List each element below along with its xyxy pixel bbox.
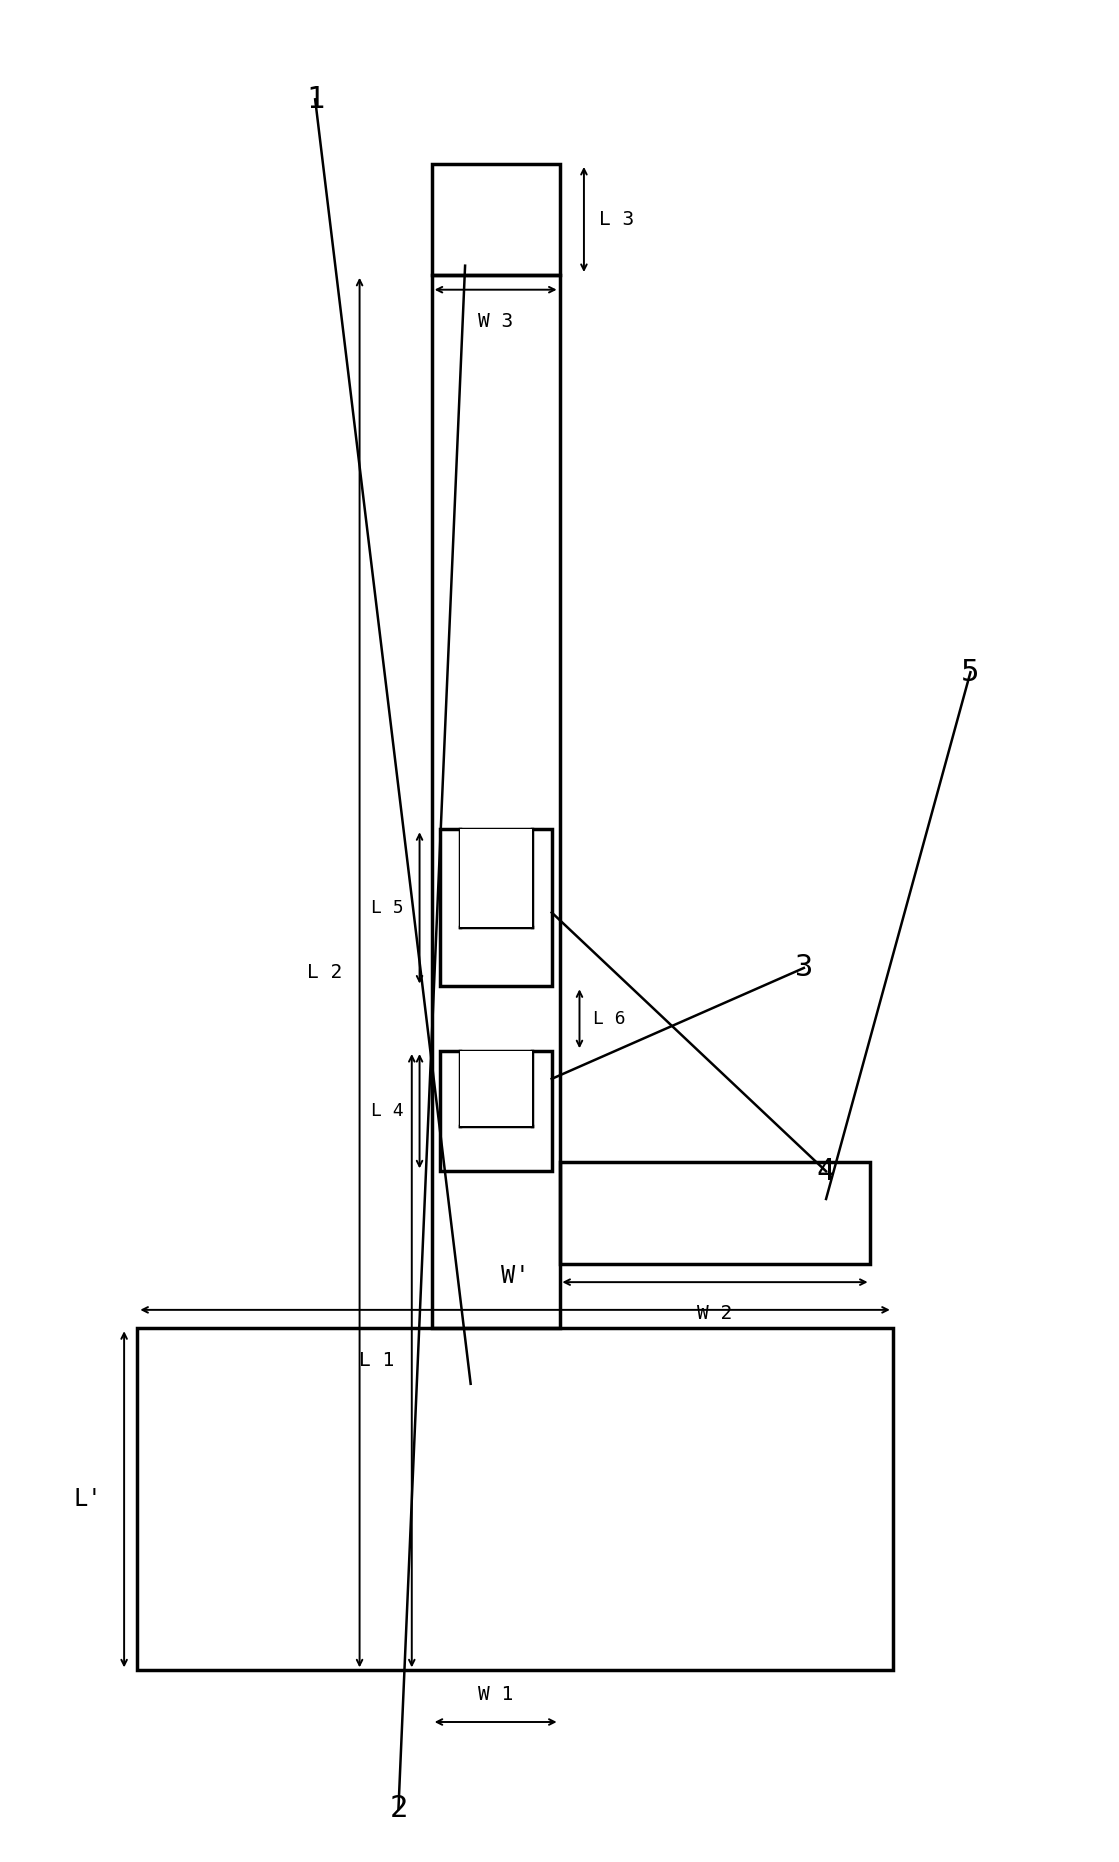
Text: W 1: W 1 xyxy=(478,1685,514,1704)
Text: 3: 3 xyxy=(794,953,814,983)
Text: L 1: L 1 xyxy=(359,1352,394,1370)
Text: 4: 4 xyxy=(817,1156,835,1186)
Text: L 3: L 3 xyxy=(600,210,634,229)
Bar xyxy=(460,1052,532,1127)
Text: L': L' xyxy=(74,1488,102,1512)
Text: 1: 1 xyxy=(305,86,325,114)
Text: W 2: W 2 xyxy=(697,1303,733,1324)
Text: W 3: W 3 xyxy=(478,311,514,331)
Text: L 4: L 4 xyxy=(372,1102,404,1121)
Text: 5: 5 xyxy=(961,657,979,687)
Text: W': W' xyxy=(501,1264,529,1289)
Bar xyxy=(138,1328,893,1670)
Text: 2: 2 xyxy=(389,1795,407,1823)
Bar xyxy=(432,276,560,1328)
Text: L 2: L 2 xyxy=(307,963,341,981)
Bar xyxy=(440,1052,552,1171)
Bar xyxy=(432,164,560,276)
Text: L 6: L 6 xyxy=(593,1009,626,1028)
Bar xyxy=(560,1162,871,1264)
Text: L 5: L 5 xyxy=(372,899,404,916)
Bar xyxy=(460,829,532,927)
Bar xyxy=(440,829,552,987)
